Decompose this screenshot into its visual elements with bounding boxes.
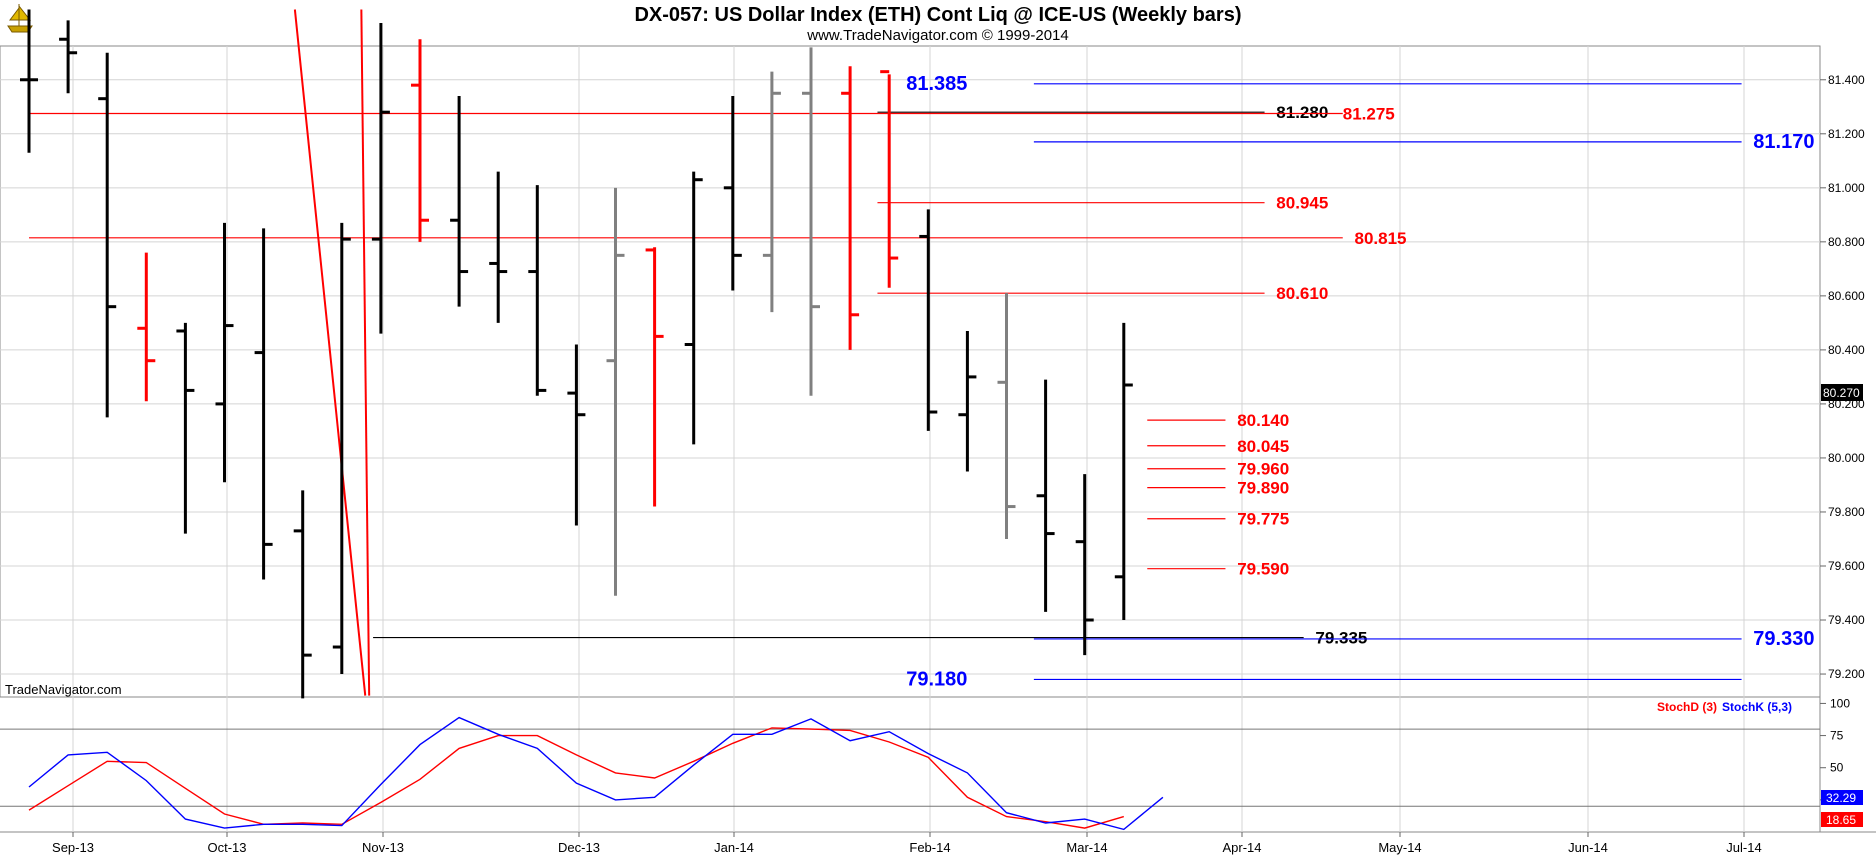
y-tick-label: 80.600: [1828, 289, 1865, 303]
stoch-tick-label: 75: [1830, 729, 1844, 743]
ohlc-bar: [880, 70, 899, 288]
ohlc-bar: [684, 171, 703, 445]
level-label: 80.140: [1237, 411, 1289, 430]
x-tick-label: Feb-14: [909, 840, 950, 855]
ohlc-bar: [254, 228, 273, 580]
y-tick-label: 81.200: [1828, 127, 1865, 141]
level-label: 79.960: [1237, 460, 1289, 479]
legend-stoch-k: StochK (5,3): [1722, 700, 1792, 714]
grid: [0, 46, 1820, 832]
trendline: [293, 9, 367, 696]
x-tick-label: Apr-14: [1222, 840, 1261, 855]
x-tick-label: May-14: [1378, 840, 1421, 855]
x-tick-label: Mar-14: [1066, 840, 1107, 855]
stoch-tick-label: 100: [1830, 696, 1850, 710]
stoch-reference-lines: [0, 728, 1820, 807]
x-tick-label: Oct-13: [207, 840, 246, 855]
ohlc-bar: [176, 322, 195, 534]
ohlc-bar: [762, 71, 781, 313]
stoch-tick-label: 50: [1830, 761, 1844, 775]
ohlc-bar: [411, 39, 429, 242]
level-label: 81.275: [1343, 105, 1395, 124]
level-label: 81.280: [1276, 103, 1328, 122]
stoch-d-last: 18.65: [1826, 813, 1856, 827]
ohlc-bar: [802, 47, 820, 396]
y-tick-label: 80.800: [1828, 235, 1865, 249]
level-label: 80.045: [1237, 437, 1289, 456]
ohlc-bar: [958, 330, 977, 472]
level-label: 79.335: [1315, 629, 1367, 648]
ohlc-bar: [293, 490, 312, 699]
ohlc-bar: [1036, 379, 1055, 612]
y-tick-label: 79.400: [1828, 613, 1865, 627]
last-price-value: 80.270: [1823, 386, 1860, 400]
x-tick-label: Dec-13: [558, 840, 600, 855]
x-tick-label: Sep-13: [52, 840, 94, 855]
y-tick-label: 81.000: [1828, 181, 1865, 195]
ohlc-bar: [332, 222, 351, 675]
ohlc-bar: [997, 293, 1016, 539]
ohlc-bar: [98, 52, 117, 418]
ohlc-bar: [59, 20, 78, 94]
ohlc-bar: [919, 209, 938, 431]
ohlc-bar: [528, 185, 547, 396]
support-resistance-levels: 81.385 81.280 81.275 81.170 80.945 80.815 80.6…: [29, 73, 1814, 690]
trendline: [360, 9, 371, 696]
stoch-k-tag: [1821, 790, 1863, 805]
last-price-tag: [1821, 384, 1863, 401]
x-tick-label: Nov-13: [362, 840, 404, 855]
level-label: 80.945: [1276, 194, 1328, 213]
legend-stoch-d: StochD (3): [1657, 700, 1717, 714]
ohlc-bar: [1075, 474, 1094, 656]
level-label: 79.590: [1237, 560, 1289, 579]
level-label: 79.180: [906, 668, 967, 690]
level-label: 79.330: [1753, 628, 1814, 650]
y-tick-label: 81.400: [1828, 73, 1865, 87]
plot-frame: [0, 45, 1821, 698]
stoch-k-line: [28, 716, 1164, 831]
price-axis: 79.20079.40079.60079.80080.00080.20080.4…: [1820, 73, 1865, 681]
ohlc-bar: [841, 66, 860, 350]
level-label: 80.815: [1354, 229, 1406, 248]
stoch-d-line: [28, 727, 1124, 829]
stochastic-lines: [28, 716, 1164, 831]
time-axis: Sep-13 Oct-13 Nov-13 Dec-13 Jan-14 Feb-14 Mar-…: [52, 832, 1762, 855]
level-label: 81.170: [1753, 131, 1814, 153]
level-label: 81.385: [906, 73, 967, 95]
level-label: 79.890: [1237, 479, 1289, 498]
y-tick-label: 79.800: [1828, 505, 1865, 519]
ohlc-bar: [1114, 322, 1133, 621]
ohlc-bar: [606, 187, 625, 596]
ohlc-bar: [371, 23, 390, 334]
stoch-d-tag: [1821, 812, 1863, 827]
y-tick-label: 79.200: [1828, 667, 1865, 681]
x-tick-label: Jul-14: [1726, 840, 1761, 855]
trendlines: [293, 9, 371, 696]
x-tick-label: Jun-14: [1568, 840, 1608, 855]
ohlc-bars: [20, 9, 1133, 699]
stoch-k-last: 32.29: [1826, 791, 1856, 805]
y-tick-label: 79.600: [1828, 559, 1865, 573]
ohlc-bar: [450, 95, 469, 307]
ohlc-bar: [489, 171, 508, 323]
watermark: TradeNavigator.com: [5, 682, 122, 697]
ohlc-bar: [723, 95, 742, 291]
ohlc-bar: [215, 222, 234, 483]
ohlc-bar: [20, 9, 38, 153]
ohlc-bar: [137, 252, 156, 402]
chart-subtitle: www.TradeNavigator.com © 1999-2014: [806, 27, 1068, 44]
level-label: 79.775: [1237, 510, 1289, 529]
y-tick-label: 80.000: [1828, 451, 1865, 465]
level-label: 80.610: [1276, 284, 1328, 303]
x-tick-label: Jan-14: [714, 840, 754, 855]
chart-title: DX-057: US Dollar Index (ETH) Cont Liq @…: [634, 4, 1241, 26]
ohlc-bar: [567, 344, 586, 526]
ohlc-bar: [645, 247, 664, 507]
y-tick-label: 80.400: [1828, 343, 1865, 357]
